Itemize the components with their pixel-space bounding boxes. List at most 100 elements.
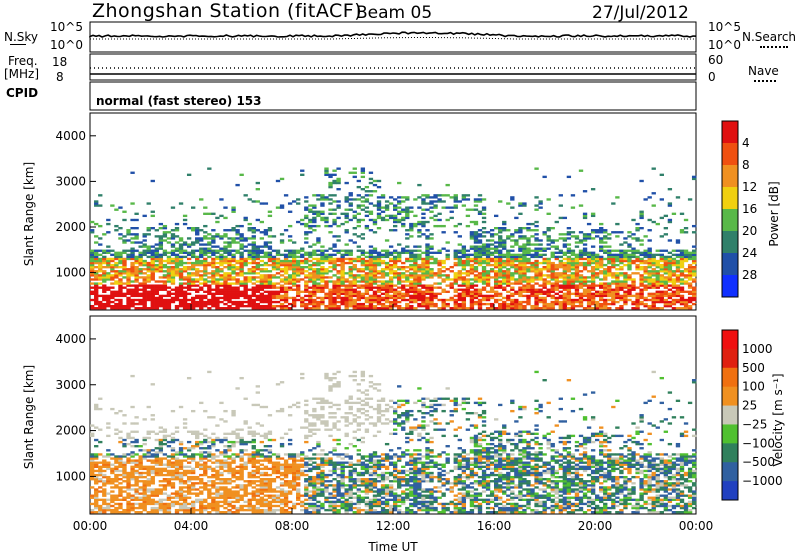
power-cell: [388, 276, 394, 279]
power-cell: [481, 231, 487, 234]
power-cell: [122, 218, 127, 222]
velocity-cell: [162, 480, 168, 483]
power-cell: [170, 272, 176, 275]
power-cell: [675, 290, 681, 293]
power-cell: [691, 231, 697, 234]
power-cell: [485, 270, 491, 273]
power-cell: [679, 270, 685, 273]
power-cell: [300, 169, 305, 172]
power-cell: [344, 261, 349, 265]
power-cell: [138, 245, 143, 248]
power-cell: [304, 284, 309, 287]
power-cell: [348, 286, 353, 289]
power-cell: [312, 257, 317, 261]
velocity-cell: [122, 508, 127, 512]
velocity-cell: [174, 453, 180, 456]
power-cell: [453, 253, 458, 257]
power-cell: [562, 307, 568, 310]
velocity-cell: [170, 463, 176, 466]
power-cell: [506, 282, 511, 285]
power-cell: [595, 265, 600, 269]
power-cell: [530, 284, 535, 287]
power-cell: [235, 249, 240, 252]
power-cell: [590, 255, 596, 259]
power-cell: [283, 253, 289, 257]
velocity-cell: [199, 486, 204, 489]
power-cell: [441, 261, 446, 265]
power-cell: [134, 298, 139, 302]
power-cell: [146, 245, 151, 248]
power-cell: [90, 229, 95, 232]
power-cell: [207, 290, 212, 293]
power-cell: [473, 237, 479, 240]
power-cell: [231, 290, 236, 293]
power-cell: [162, 235, 168, 238]
power-cell: [691, 278, 697, 281]
power-cell: [94, 282, 99, 285]
power-cell: [292, 272, 297, 275]
power-cell: [413, 296, 418, 300]
velocity-cell: [154, 500, 159, 504]
power-cell: [607, 272, 612, 275]
power-cell: [158, 268, 164, 271]
power-cell: [413, 280, 418, 283]
power-cell: [679, 249, 685, 252]
power-cell: [663, 304, 669, 308]
velocity-cell: [94, 494, 99, 497]
power-cell: [651, 302, 656, 306]
power-cell: [397, 243, 402, 246]
power-cell: [647, 196, 652, 199]
power-cell: [574, 255, 580, 259]
power-cell: [421, 278, 426, 281]
power-cell: [90, 253, 95, 257]
power-cell: [320, 290, 325, 293]
power-cell: [130, 263, 135, 267]
power-cell: [332, 280, 337, 283]
power-cell: [417, 229, 422, 232]
power-cell: [526, 296, 531, 300]
power-cell: [368, 276, 374, 279]
velocity-cell: [122, 465, 127, 468]
velocity-cell: [142, 488, 147, 491]
power-cell: [437, 194, 442, 197]
power-cell: [397, 265, 402, 269]
velocity-cell: [223, 478, 228, 481]
power-cell: [178, 302, 184, 306]
power-cell: [162, 253, 168, 257]
power-cell: [154, 280, 159, 283]
velocity-cell: [166, 463, 172, 466]
velocity-cell: [207, 453, 212, 456]
power-cell: [526, 261, 531, 265]
power-cell: [227, 241, 232, 244]
power-cell: [263, 251, 269, 254]
power-cell: [578, 284, 584, 287]
power-cell: [380, 282, 386, 285]
power-cell: [166, 261, 172, 265]
power-cell: [235, 272, 240, 275]
power-cell: [275, 286, 281, 289]
power-cell: [522, 268, 527, 271]
power-cell: [502, 276, 507, 279]
power-cell: [114, 292, 119, 296]
power-cell: [372, 231, 378, 234]
power-cell: [639, 261, 644, 265]
velocity-cell: [207, 492, 212, 495]
power-cell: [308, 298, 313, 302]
power-cell: [235, 302, 240, 306]
power-cell: [502, 304, 507, 308]
power-cell: [195, 278, 200, 281]
power-cell: [356, 290, 361, 293]
power-cell: [481, 212, 487, 215]
power-cell: [251, 257, 256, 261]
power-cell: [340, 272, 345, 275]
power-cell: [191, 251, 196, 254]
power-cell: [296, 274, 301, 277]
power-cell: [659, 300, 664, 304]
power-cell: [106, 288, 111, 291]
power-cell: [441, 278, 446, 281]
velocity-cell: [166, 508, 172, 512]
power-cell: [316, 214, 321, 218]
velocity-cell: [142, 471, 147, 475]
power-cell: [514, 278, 519, 281]
velocity-cell: [134, 475, 139, 479]
